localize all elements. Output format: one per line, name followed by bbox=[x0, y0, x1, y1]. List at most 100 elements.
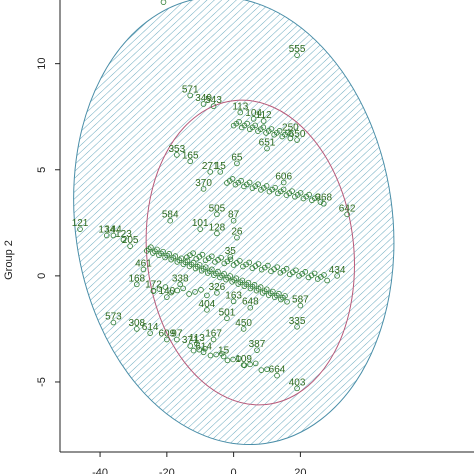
band-point bbox=[264, 366, 270, 373]
point-label: 353 bbox=[169, 144, 186, 155]
band-point bbox=[224, 357, 231, 364]
band-point bbox=[276, 128, 283, 134]
data-point bbox=[227, 253, 234, 260]
x-tick-label: 0 bbox=[231, 467, 237, 474]
data-point bbox=[110, 319, 117, 326]
band-point bbox=[275, 190, 281, 197]
inner-confidence-ellipse bbox=[145, 99, 355, 406]
point-label: 571 bbox=[182, 84, 199, 95]
data-point bbox=[133, 281, 140, 288]
band-point bbox=[252, 360, 259, 367]
band-point bbox=[255, 261, 262, 267]
band-point bbox=[260, 185, 267, 191]
data-point bbox=[240, 362, 247, 368]
data-point bbox=[294, 137, 300, 143]
y-tick-label: 5 bbox=[36, 167, 48, 173]
point-label: 113 bbox=[189, 333, 205, 344]
band-point bbox=[235, 355, 242, 362]
data-point bbox=[164, 336, 170, 343]
band-point bbox=[204, 292, 210, 299]
band-point bbox=[168, 289, 175, 296]
y-tick-label: 0 bbox=[36, 273, 48, 279]
point-label: 335 bbox=[289, 316, 306, 327]
band-point bbox=[246, 259, 252, 266]
band-point bbox=[190, 347, 197, 354]
band-point bbox=[246, 179, 253, 186]
point-label: 121 bbox=[72, 218, 89, 229]
band-point bbox=[192, 289, 198, 295]
band-point bbox=[178, 255, 185, 262]
data-point bbox=[160, 0, 167, 5]
point-label: 109 bbox=[235, 354, 252, 365]
band-point bbox=[269, 186, 276, 193]
data-point bbox=[254, 347, 260, 353]
point-label: 172 bbox=[145, 280, 162, 291]
data-point bbox=[110, 232, 117, 239]
band-point bbox=[237, 258, 243, 264]
x-tick-label: -20 bbox=[159, 467, 175, 474]
data-point bbox=[294, 52, 300, 58]
point-label: 651 bbox=[259, 138, 276, 149]
data-point bbox=[164, 294, 170, 300]
point-label: 123 bbox=[115, 229, 132, 240]
point-label: 609 bbox=[158, 329, 175, 340]
band-point bbox=[292, 194, 298, 200]
axes: -5 0 5 10 -40 -20 0 20 Group 2 bbox=[3, 0, 474, 474]
band-point bbox=[180, 285, 186, 292]
band-point bbox=[184, 257, 191, 264]
point-label: 368 bbox=[315, 193, 332, 204]
y-tick-label: 10 bbox=[36, 58, 48, 70]
band-point bbox=[233, 275, 240, 282]
data-point bbox=[197, 226, 204, 232]
band-point bbox=[286, 190, 293, 196]
band-point bbox=[238, 177, 244, 184]
point-label: 163 bbox=[225, 290, 242, 301]
band-point bbox=[309, 197, 315, 204]
band-point bbox=[268, 126, 275, 132]
data-point bbox=[187, 92, 194, 99]
point-label: 113 bbox=[232, 101, 248, 112]
data-point bbox=[210, 336, 217, 343]
band-point bbox=[263, 183, 270, 189]
point-label: 168 bbox=[128, 273, 145, 284]
band-point bbox=[190, 259, 197, 266]
point-label: 97 bbox=[171, 329, 183, 340]
band-point bbox=[289, 188, 295, 194]
band-point bbox=[243, 181, 250, 188]
point-label: 434 bbox=[329, 265, 346, 276]
data-point bbox=[247, 304, 254, 311]
band-point bbox=[209, 253, 215, 260]
band-point bbox=[270, 288, 276, 295]
point-label: 543 bbox=[205, 95, 222, 106]
band-point bbox=[229, 176, 236, 182]
band-point bbox=[266, 188, 273, 195]
point-label: 271 bbox=[202, 161, 219, 172]
data-point bbox=[174, 336, 180, 343]
data-point bbox=[177, 281, 183, 288]
band-point bbox=[284, 129, 291, 136]
point-label: 104 bbox=[245, 108, 262, 119]
band-point bbox=[277, 188, 284, 195]
band-point bbox=[186, 291, 192, 297]
band-point bbox=[174, 287, 181, 294]
data-point bbox=[210, 103, 217, 109]
point-label: 87 bbox=[228, 210, 240, 221]
data-point bbox=[220, 353, 227, 360]
point-label: 205 bbox=[122, 235, 139, 246]
band-point bbox=[306, 191, 312, 198]
band-point bbox=[232, 181, 239, 188]
data-point bbox=[230, 217, 237, 224]
point-label: 371 bbox=[182, 335, 199, 346]
band-point bbox=[280, 186, 287, 193]
point-label: 65 bbox=[231, 152, 243, 163]
plot-area: 1027555121134144123642571349543113104112… bbox=[72, 0, 395, 446]
point-label: 587 bbox=[292, 295, 309, 306]
point-label: 387 bbox=[249, 339, 266, 350]
band-point bbox=[198, 287, 204, 293]
band-point bbox=[199, 251, 206, 258]
data-point bbox=[287, 130, 294, 137]
band-point bbox=[162, 284, 169, 290]
band-point bbox=[230, 356, 236, 363]
band-point bbox=[202, 345, 208, 352]
